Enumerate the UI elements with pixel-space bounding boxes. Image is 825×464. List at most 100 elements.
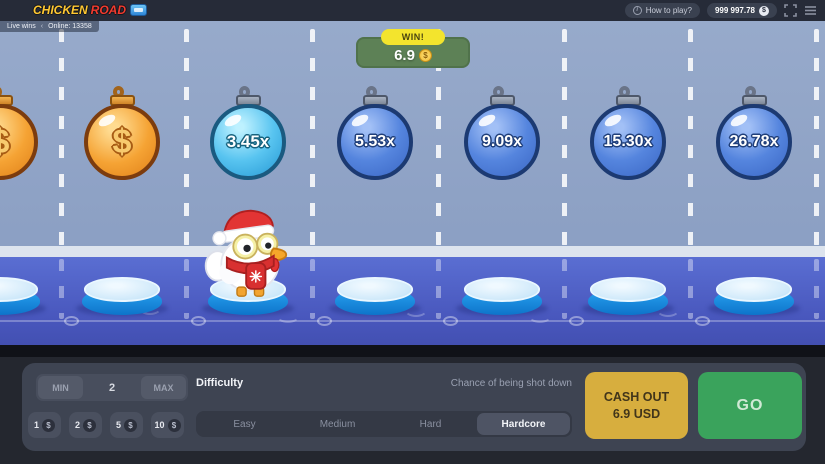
tab-hardcore[interactable]: Hardcore bbox=[477, 413, 570, 435]
top-bar: CHICKEN ROAD i How to play? 999 997.78 $ bbox=[0, 0, 825, 21]
road-skid-mark bbox=[138, 299, 162, 315]
cash-out-label: CASH OUT bbox=[603, 389, 670, 404]
snowflake-icon bbox=[249, 270, 263, 283]
sidewalk-strip bbox=[0, 246, 825, 257]
lane-divider bbox=[59, 29, 64, 246]
lane-divider bbox=[184, 29, 189, 246]
chip-value: 10 bbox=[154, 420, 165, 430]
live-wins-label[interactable]: Live wins bbox=[7, 23, 36, 30]
win-label-pill: WIN! bbox=[381, 29, 445, 45]
balance-amount: 999 997.78 bbox=[714, 6, 755, 15]
collected-coin-ornament: $ bbox=[77, 86, 167, 181]
multiplier-ornament: 26.78x bbox=[709, 86, 799, 181]
road-skid-mark bbox=[404, 301, 428, 317]
currency-coin-icon: $ bbox=[759, 5, 769, 16]
chip-2-button[interactable]: 2 $ bbox=[69, 412, 102, 438]
tab-medium[interactable]: Medium bbox=[291, 413, 384, 435]
info-icon: i bbox=[632, 6, 642, 15]
tab-hard[interactable]: Hard bbox=[384, 413, 477, 435]
win-amount-box: 6.9 $ bbox=[356, 37, 470, 68]
road-skid-mark bbox=[276, 307, 300, 323]
bet-min-button[interactable]: MIN bbox=[38, 376, 83, 399]
bet-value-input[interactable]: 2 bbox=[108, 381, 116, 394]
difficulty-label: Difficulty bbox=[196, 377, 244, 389]
road-skid-mark bbox=[528, 307, 552, 323]
logo-text-road: ROAD bbox=[90, 3, 127, 17]
jump-platform bbox=[582, 277, 674, 317]
santa-hat-icon bbox=[212, 209, 275, 246]
chicken-character bbox=[204, 209, 288, 297]
chip-value: 5 bbox=[115, 420, 121, 430]
difficulty-tabs: Easy Medium Hard Hardcore bbox=[196, 411, 572, 437]
road-skid-mark bbox=[656, 301, 680, 317]
jump-platform bbox=[456, 277, 548, 317]
multiplier-ornament: 5.53x bbox=[330, 86, 420, 181]
jump-platform bbox=[708, 277, 800, 317]
road-lane-divider bbox=[436, 259, 441, 319]
coin-icon: $ bbox=[83, 418, 96, 432]
lane-divider bbox=[814, 29, 819, 246]
how-to-play-button[interactable]: i How to play? bbox=[624, 3, 700, 18]
chip-1-button[interactable]: 1 $ bbox=[28, 412, 61, 438]
jump-platform bbox=[329, 277, 421, 317]
lane-divider bbox=[436, 29, 441, 246]
road-bottom-edge bbox=[0, 345, 825, 357]
control-panel: MIN 2 MAX 1 $ 2 $ 5 $ 10 $ bbox=[22, 363, 806, 451]
road-lane-divider bbox=[688, 259, 693, 319]
chip-value: 1 bbox=[33, 420, 39, 430]
road-lane-divider bbox=[184, 259, 189, 319]
cash-out-button[interactable]: CASH OUT 6.9 USD bbox=[585, 372, 688, 439]
lane-divider bbox=[562, 29, 567, 246]
fullscreen-icon[interactable] bbox=[784, 4, 797, 17]
balance-display[interactable]: 999 997.78 $ bbox=[706, 3, 777, 18]
multiplier-ornament: 9.09x bbox=[457, 86, 547, 181]
chevron-left-icon: ‹ bbox=[40, 23, 44, 30]
lane-divider bbox=[310, 29, 315, 246]
road-rivet bbox=[569, 316, 584, 326]
multiplier-ornament: 15.30x bbox=[583, 86, 673, 181]
logo-truck-icon bbox=[130, 4, 148, 16]
bet-max-button[interactable]: MAX bbox=[141, 376, 186, 399]
chip-10-button[interactable]: 10 $ bbox=[151, 412, 184, 438]
quick-bet-chips: 1 $ 2 $ 5 $ 10 $ bbox=[28, 412, 184, 438]
jump-platform bbox=[76, 277, 168, 317]
chance-hint-label: Chance of being shot down bbox=[450, 377, 572, 389]
multiplier-value: 26.78x bbox=[729, 133, 779, 150]
chicken-road-logo: CHICKEN ROAD bbox=[33, 3, 148, 17]
coin-icon: $ bbox=[124, 418, 137, 432]
road-edge-line bbox=[0, 320, 825, 322]
road-lane-divider bbox=[562, 259, 567, 319]
chip-value: 2 bbox=[74, 420, 80, 430]
road-rivet bbox=[191, 316, 206, 326]
road-rivet bbox=[443, 316, 458, 326]
road-lane-divider bbox=[59, 259, 64, 319]
how-to-play-label: How to play? bbox=[645, 6, 692, 15]
multiplier-value: 3.45x bbox=[226, 132, 270, 151]
win-amount: 6.9 bbox=[394, 47, 415, 64]
collected-coin-ornament: $ bbox=[0, 86, 45, 181]
multiplier-value: 9.09x bbox=[481, 133, 523, 150]
chicken-scarf bbox=[225, 254, 275, 290]
coin-icon: $ bbox=[418, 49, 432, 62]
chip-5-button[interactable]: 5 $ bbox=[110, 412, 143, 438]
go-button[interactable]: GO bbox=[698, 372, 802, 439]
chicken-beak bbox=[269, 247, 288, 261]
logo-text-chicken: CHICKEN bbox=[33, 3, 88, 17]
road-rivet bbox=[64, 316, 79, 326]
game-stage: $ $ 3.45x 5.53x 9.09x 15.30x bbox=[0, 21, 825, 357]
multiplier-value: 5.53x bbox=[354, 133, 396, 150]
control-bar: MIN 2 MAX 1 $ 2 $ 5 $ 10 $ bbox=[0, 357, 825, 464]
coin-icon: $ bbox=[42, 418, 55, 432]
tab-easy[interactable]: Easy bbox=[198, 413, 291, 435]
multiplier-value: 15.30x bbox=[603, 133, 653, 150]
road-rivet bbox=[317, 316, 332, 326]
bet-amount-box: MIN 2 MAX bbox=[36, 374, 188, 401]
road-rivet bbox=[695, 316, 710, 326]
menu-icon[interactable] bbox=[804, 4, 817, 17]
live-wins-strip: Live wins ‹ Online: 13358 bbox=[0, 21, 99, 32]
coin-dollar-icon: $ bbox=[0, 123, 9, 162]
chicken-foot bbox=[236, 286, 247, 297]
coin-dollar-icon: $ bbox=[112, 122, 132, 161]
road-lane-divider bbox=[814, 259, 819, 319]
